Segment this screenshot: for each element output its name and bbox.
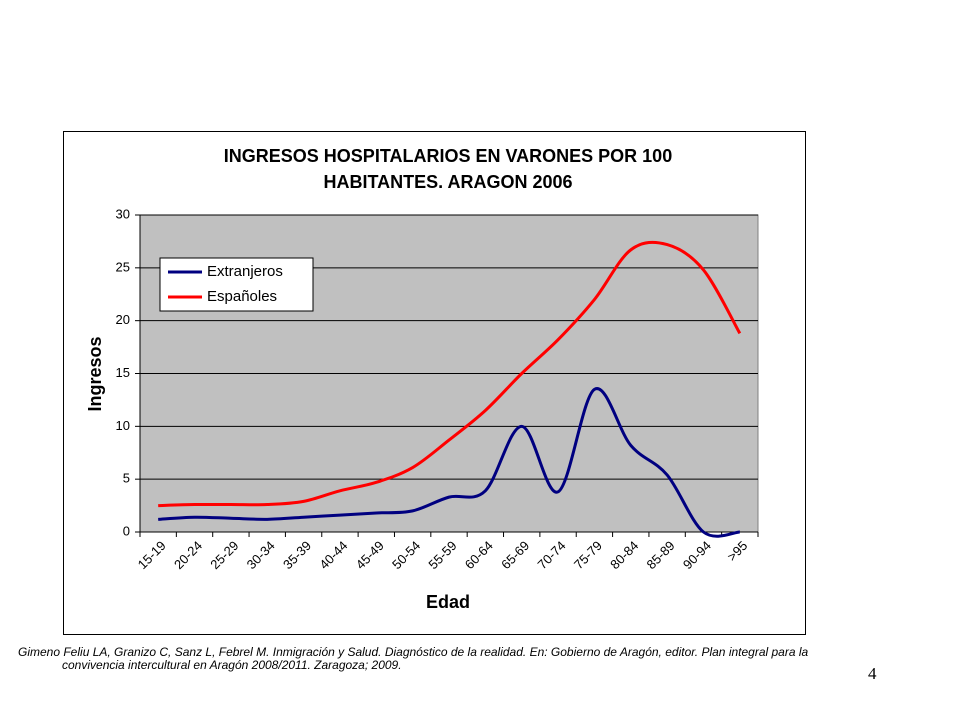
chart-title: INGRESOS HOSPITALARIOS EN VARONES POR 10… [224, 146, 672, 166]
legend-label: Españoles [207, 288, 277, 305]
series-line [158, 387, 741, 538]
y-tick-label: 15 [116, 365, 130, 380]
y-axis-label: Ingresos [85, 336, 105, 411]
page-number: 4 [868, 664, 877, 683]
chart-title: HABITANTES. ARAGON 2006 [323, 172, 572, 192]
citation: Gimeno Feliu LA, Granizo C, Sanz L, Febr… [18, 646, 910, 672]
citation-line: Gimeno Feliu LA, Granizo C, Sanz L, Febr… [18, 645, 809, 659]
y-tick-label: 20 [116, 312, 130, 327]
legend-label: Extranjeros [207, 263, 283, 280]
y-tick-label: 25 [116, 259, 130, 274]
y-tick-label: 10 [116, 418, 130, 433]
y-tick-label: 30 [116, 206, 130, 221]
x-axis-label: Edad [426, 592, 470, 612]
series-line [158, 240, 742, 508]
y-tick-label: 5 [123, 471, 130, 486]
y-tick-label: 0 [123, 523, 130, 538]
citation-line: convivencia intercultural en Aragón 2008… [62, 658, 402, 672]
legend [159, 257, 314, 312]
